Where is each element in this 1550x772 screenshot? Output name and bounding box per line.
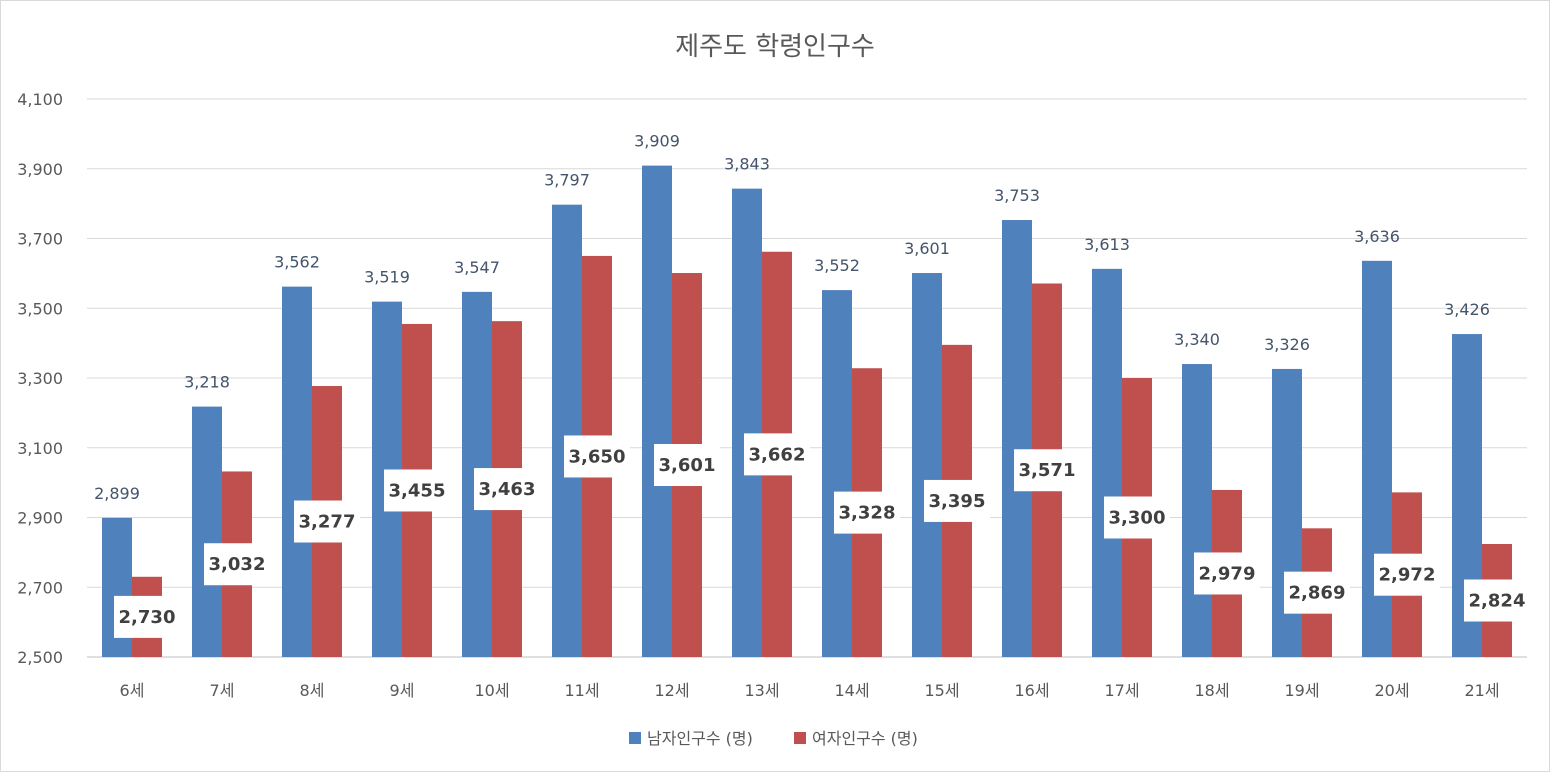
data-label-male: 3,613 <box>1084 235 1130 254</box>
data-label-box <box>834 491 900 534</box>
x-tick-label: 15세 <box>924 681 959 700</box>
data-label-male: 3,426 <box>1444 300 1490 319</box>
data-label-male: 3,547 <box>454 258 500 277</box>
data-label-male: 3,326 <box>1264 335 1310 354</box>
data-label-female: 3,395 <box>929 491 986 512</box>
data-label-male: 3,601 <box>904 239 950 258</box>
data-label-box <box>1104 496 1170 539</box>
y-tick-label: 3,500 <box>17 299 63 318</box>
bar-male <box>552 204 582 657</box>
data-label-female: 2,972 <box>1379 565 1436 586</box>
data-label-box <box>384 469 450 512</box>
y-axis-tick-labels: 2,500 2,700 2,900 3,100 3,300 3,500 3,700 3,900… <box>17 90 63 667</box>
bar-male <box>642 165 672 657</box>
x-tick-label: 21세 <box>1464 681 1499 700</box>
y-tick-label: 4,100 <box>17 90 63 109</box>
bar-male <box>1002 220 1032 658</box>
data-label-box <box>744 433 810 476</box>
x-tick-label: 16세 <box>1014 681 1049 700</box>
x-tick-label: 7세 <box>210 681 235 700</box>
data-label-box <box>474 468 540 511</box>
data-label-female: 3,300 <box>1109 508 1166 529</box>
data-label-box <box>1284 571 1350 614</box>
data-labels: 2,899 2,730 3,218 3,032 3,562 3,277 3,519 3,455… <box>94 132 1530 638</box>
x-tick-label: 12세 <box>654 681 689 700</box>
chart-title: 제주도 학령인구수 <box>675 32 875 62</box>
bar-male <box>822 290 852 657</box>
data-label-box <box>294 500 360 543</box>
legend-swatch-female <box>794 732 806 744</box>
data-label-box <box>204 543 270 586</box>
bar-male <box>192 406 222 657</box>
bar-male <box>1272 368 1302 657</box>
data-label-male: 3,519 <box>364 268 410 287</box>
data-label-male: 3,843 <box>724 155 770 174</box>
data-label-box <box>1374 553 1440 596</box>
x-tick-label: 17세 <box>1104 681 1139 700</box>
data-label-box <box>1014 449 1080 492</box>
data-label-box <box>114 595 180 638</box>
bar-male <box>1362 260 1392 657</box>
data-label-female: 3,032 <box>209 554 266 575</box>
y-tick-label: 2,700 <box>17 578 63 597</box>
y-tick-label: 3,300 <box>17 369 63 388</box>
bar-male <box>1182 364 1212 657</box>
data-label-female: 3,650 <box>569 446 626 467</box>
data-label-box <box>1194 552 1260 595</box>
y-tick-label: 3,700 <box>17 230 63 249</box>
x-tick-label: 11세 <box>564 681 599 700</box>
data-label-male: 3,340 <box>1174 330 1220 349</box>
data-label-female: 2,979 <box>1199 563 1256 584</box>
data-label-male: 3,218 <box>184 373 230 392</box>
data-label-box <box>1464 579 1530 622</box>
x-tick-label: 6세 <box>120 681 145 700</box>
bar-male <box>732 188 762 657</box>
x-tick-label: 18세 <box>1194 681 1229 700</box>
data-label-female: 3,277 <box>299 512 356 533</box>
x-tick-label: 13세 <box>744 681 779 700</box>
y-tick-label: 2,500 <box>17 648 63 667</box>
data-label-female: 3,571 <box>1019 460 1076 481</box>
data-label-male: 3,753 <box>994 186 1040 205</box>
y-tick-label: 3,900 <box>17 160 63 179</box>
legend-swatch-male <box>629 732 641 744</box>
y-tick-label: 2,900 <box>17 509 63 528</box>
data-label-male: 3,636 <box>1354 227 1400 246</box>
data-label-female: 3,463 <box>479 479 536 500</box>
data-label-female: 3,662 <box>749 444 806 465</box>
data-label-female: 3,455 <box>389 480 446 501</box>
bar-male <box>1092 268 1122 657</box>
x-axis-tick-labels: 6세 7세 8세 9세 10세 11세 12세 13세 14세 15세 16세 17세 18세 19세 20… <box>120 681 1500 700</box>
data-label-male: 2,899 <box>94 484 140 503</box>
data-label-male: 3,552 <box>814 256 860 275</box>
data-label-female: 3,601 <box>659 455 716 476</box>
x-tick-label: 8세 <box>300 681 325 700</box>
data-label-box <box>654 444 720 487</box>
data-label-female: 2,824 <box>1469 591 1526 612</box>
data-label-male: 3,797 <box>544 171 590 190</box>
legend-label-male: 남자인구수 (명) <box>647 729 753 748</box>
data-label-box <box>564 435 630 478</box>
bar-male <box>912 273 942 657</box>
data-label-male: 3,909 <box>634 132 680 151</box>
x-tick-label: 20세 <box>1374 681 1409 700</box>
data-label-female: 3,328 <box>839 503 896 524</box>
x-tick-label: 10세 <box>474 681 509 700</box>
y-tick-label: 3,100 <box>17 439 63 458</box>
data-label-male: 3,562 <box>274 253 320 272</box>
bar-male <box>282 286 312 657</box>
legend: 남자인구수 (명) 여자인구수 (명) <box>629 729 918 748</box>
legend-label-female: 여자인구수 (명) <box>812 729 918 748</box>
x-tick-label: 9세 <box>390 681 415 700</box>
data-label-box <box>924 479 990 522</box>
data-label-female: 2,869 <box>1289 583 1346 604</box>
x-tick-label: 19세 <box>1284 681 1319 700</box>
x-tick-label: 14세 <box>834 681 869 700</box>
data-label-female: 2,730 <box>119 607 176 628</box>
